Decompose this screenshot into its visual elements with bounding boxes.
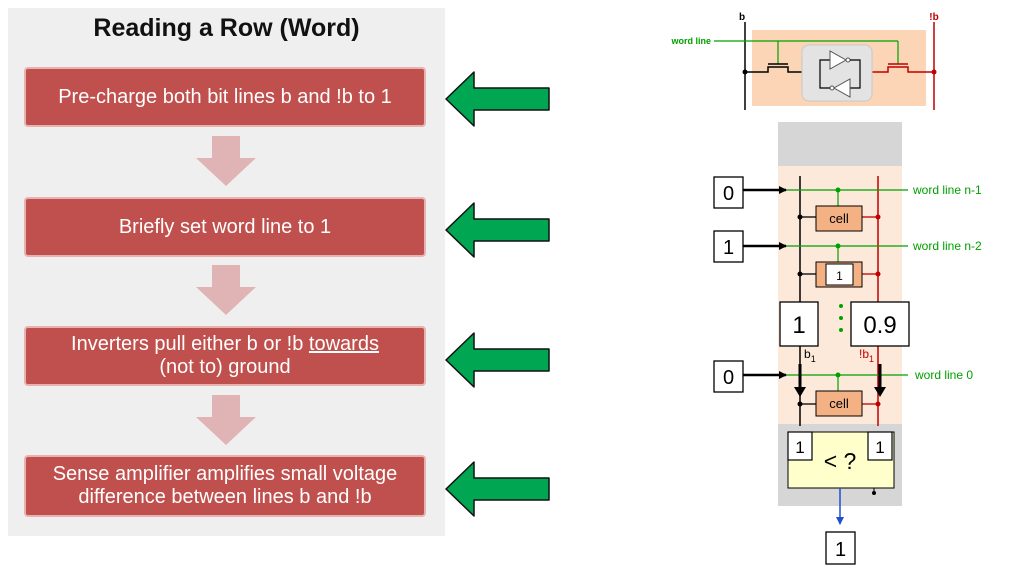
- word-line-n-2-label: word line n-2: [912, 239, 982, 253]
- stored-value: 1: [836, 269, 843, 283]
- step-inverters-text-a: Inverters pull either b or !b: [71, 333, 309, 355]
- green-arrow-1: [445, 71, 550, 127]
- down-arrow-1: [196, 136, 256, 186]
- ellipsis-dots: [839, 304, 843, 332]
- sense-amplifier: 1 1 < ?: [787, 431, 895, 495]
- word-line-0: 0 word line 0: [713, 360, 973, 393]
- bit-label-b1: b1: [804, 347, 816, 364]
- output-value: 1: [835, 539, 846, 561]
- bit-voltage-not-b: 0.9: [863, 312, 896, 339]
- step-sense-amp-line1: Sense amplifier amplifies small voltage: [52, 463, 398, 485]
- sram-cell-schematic: b !b word line: [670, 12, 939, 110]
- step-sense-amp: Sense amplifier amplifies small voltage d…: [24, 455, 426, 517]
- word-line-0-input: 0: [723, 367, 734, 389]
- bit-line-not-b-label: !b: [929, 12, 938, 23]
- step-sense-amp-text: Sense amplifier amplifies small voltage d…: [53, 463, 398, 509]
- green-arrow-4: [445, 461, 550, 517]
- bit-voltage-b: 1: [792, 312, 805, 339]
- step-inverters-text-b: (not to) ground: [159, 356, 291, 378]
- word-line-n-2: 1 word line n-2: [713, 230, 982, 263]
- sense-amp-compare: < ?: [824, 448, 857, 474]
- array-bg: [778, 166, 902, 424]
- cell-label-0: cell: [829, 396, 849, 411]
- step-inverters-underline: towards: [308, 333, 379, 355]
- green-arrow-2: [445, 202, 550, 258]
- cell-row-0: cell: [797, 372, 881, 417]
- word-line-label: word line: [670, 36, 711, 46]
- memory-array: cell 1 1 0.9 b1 !b1: [778, 122, 910, 565]
- word-line-n-1: 0 word line n-1: [713, 176, 982, 209]
- word-line-n-1-input: 0: [723, 183, 734, 205]
- down-arrow-2: [196, 265, 256, 315]
- word-line-n-2-input: 1: [723, 237, 734, 259]
- step-inverters-text: Inverters pull either b or !b towards (no…: [71, 333, 379, 379]
- word-line-0-label: word line 0: [914, 368, 973, 382]
- step-precharge-text: Pre-charge both bit lines b and !b to 1: [58, 85, 392, 108]
- page-title: Reading a Row (Word): [93, 14, 360, 42]
- step-inverters: Inverters pull either b or !b towards (no…: [24, 326, 426, 386]
- step-word-line: Briefly set word line to 1: [24, 197, 426, 257]
- step-sense-amp-line2: difference between lines b and !b: [78, 486, 372, 508]
- cell-row-n-1: cell: [797, 187, 881, 232]
- sense-amp-right-input: 1: [875, 438, 884, 457]
- word-line-n-1-label: word line n-1: [912, 183, 982, 197]
- step-precharge: Pre-charge both bit lines b and !b to 1: [24, 67, 426, 127]
- sense-amp-left-input: 1: [795, 438, 804, 457]
- array-top-gray: [778, 122, 902, 166]
- bit-label-not-b1: !b1: [859, 347, 874, 364]
- green-arrow-3: [445, 332, 550, 388]
- bit-line-b-label: b: [739, 12, 745, 23]
- down-arrow-3: [196, 395, 256, 445]
- cell-row-n-2: 1: [797, 243, 881, 288]
- step-word-line-text: Briefly set word line to 1: [118, 215, 332, 238]
- cell-label-n-1: cell: [829, 211, 849, 226]
